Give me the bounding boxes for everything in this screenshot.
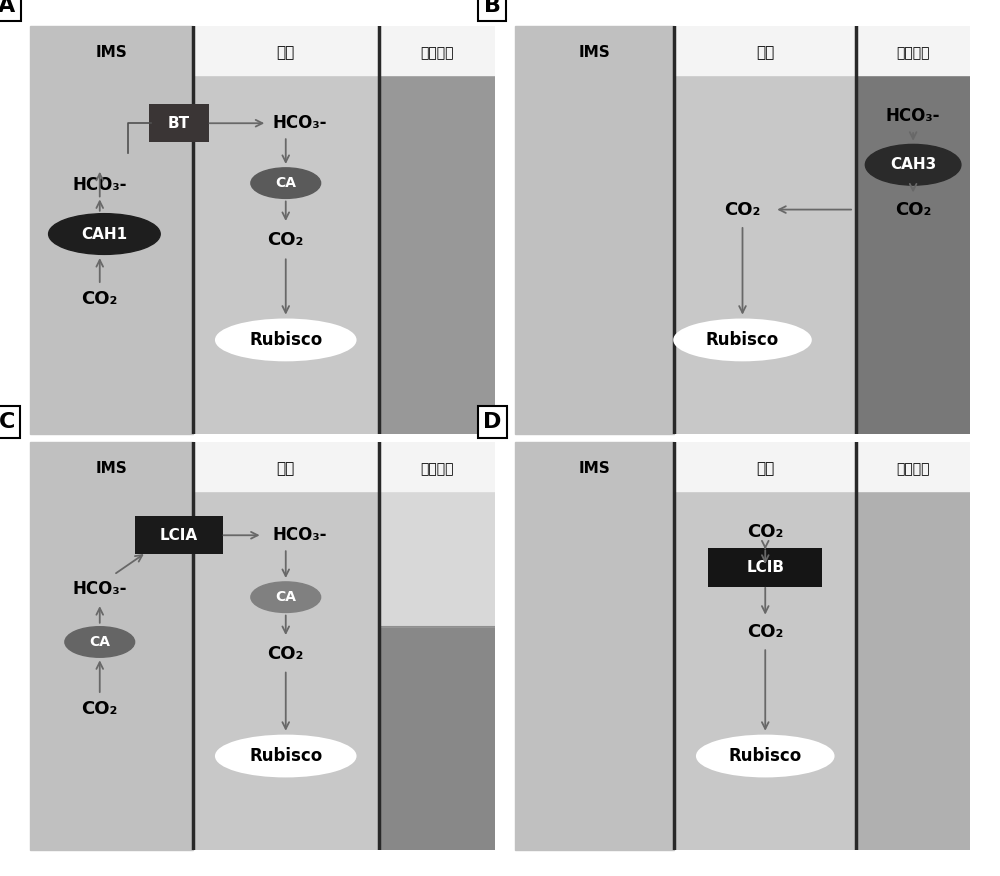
Bar <box>515 442 674 850</box>
Bar <box>379 442 495 625</box>
Text: HCO₃-: HCO₃- <box>272 114 327 132</box>
Ellipse shape <box>251 168 321 198</box>
Text: CO₂: CO₂ <box>895 201 931 219</box>
Bar <box>193 442 379 850</box>
Ellipse shape <box>251 582 321 612</box>
Text: CO₂: CO₂ <box>82 290 118 308</box>
Text: 类囊体腔: 类囊体腔 <box>896 46 930 60</box>
Text: CO₂: CO₂ <box>747 623 783 640</box>
Bar <box>193 26 379 75</box>
Bar <box>30 442 193 850</box>
Bar <box>856 442 970 850</box>
Bar <box>379 26 495 75</box>
Bar <box>674 26 856 434</box>
Text: LCIA: LCIA <box>160 527 198 543</box>
Text: IMS: IMS <box>96 46 127 60</box>
Ellipse shape <box>65 626 135 657</box>
Text: Rubisco: Rubisco <box>706 331 779 349</box>
Text: CAH3: CAH3 <box>890 158 936 173</box>
Bar <box>193 442 379 491</box>
Text: Rubisco: Rubisco <box>249 331 322 349</box>
Bar <box>515 26 674 434</box>
Text: HCO₃-: HCO₃- <box>886 107 940 125</box>
Bar <box>379 442 495 491</box>
Text: CO₂: CO₂ <box>747 523 783 541</box>
Text: IMS: IMS <box>96 462 127 477</box>
Text: C: C <box>0 412 15 432</box>
Text: CA: CA <box>275 590 296 604</box>
Bar <box>379 26 495 434</box>
Ellipse shape <box>674 320 811 360</box>
Text: Rubisco: Rubisco <box>729 747 802 765</box>
Bar <box>856 26 970 75</box>
Text: CO₂: CO₂ <box>724 201 761 219</box>
Text: 基质: 基质 <box>277 462 295 477</box>
Text: HCO₃-: HCO₃- <box>72 176 127 194</box>
Text: LCIB: LCIB <box>746 561 784 576</box>
Text: 类囊体腔: 类囊体腔 <box>420 462 454 476</box>
Ellipse shape <box>216 320 356 360</box>
Ellipse shape <box>49 214 160 254</box>
Ellipse shape <box>865 145 961 185</box>
Bar <box>674 26 856 75</box>
FancyBboxPatch shape <box>708 548 822 587</box>
Bar <box>674 442 856 850</box>
Ellipse shape <box>697 736 834 776</box>
FancyBboxPatch shape <box>149 103 209 143</box>
Text: HCO₃-: HCO₃- <box>72 580 127 598</box>
Text: B: B <box>484 0 501 16</box>
Text: CO₂: CO₂ <box>268 231 304 249</box>
Text: 基质: 基质 <box>756 46 774 60</box>
Text: HCO₃-: HCO₃- <box>272 526 327 544</box>
Text: 基质: 基质 <box>756 462 774 477</box>
Text: CO₂: CO₂ <box>82 700 118 718</box>
Bar <box>856 442 970 491</box>
Text: Rubisco: Rubisco <box>249 747 322 765</box>
Text: CAH1: CAH1 <box>81 227 127 242</box>
Text: D: D <box>483 412 501 432</box>
Bar <box>856 26 970 434</box>
Text: 类囊体腔: 类囊体腔 <box>420 46 454 60</box>
Text: 类囊体腔: 类囊体腔 <box>896 462 930 476</box>
Text: 基质: 基质 <box>277 46 295 60</box>
Bar <box>30 26 193 434</box>
Text: IMS: IMS <box>579 46 610 60</box>
Text: CA: CA <box>275 176 296 190</box>
Text: CA: CA <box>89 635 110 649</box>
Ellipse shape <box>216 736 356 776</box>
Bar <box>193 26 379 434</box>
Text: CO₂: CO₂ <box>268 646 304 663</box>
Text: IMS: IMS <box>579 462 610 477</box>
Bar <box>674 442 856 491</box>
FancyBboxPatch shape <box>135 516 223 555</box>
Text: BT: BT <box>168 116 190 131</box>
Text: A: A <box>0 0 15 16</box>
Bar <box>379 625 495 850</box>
